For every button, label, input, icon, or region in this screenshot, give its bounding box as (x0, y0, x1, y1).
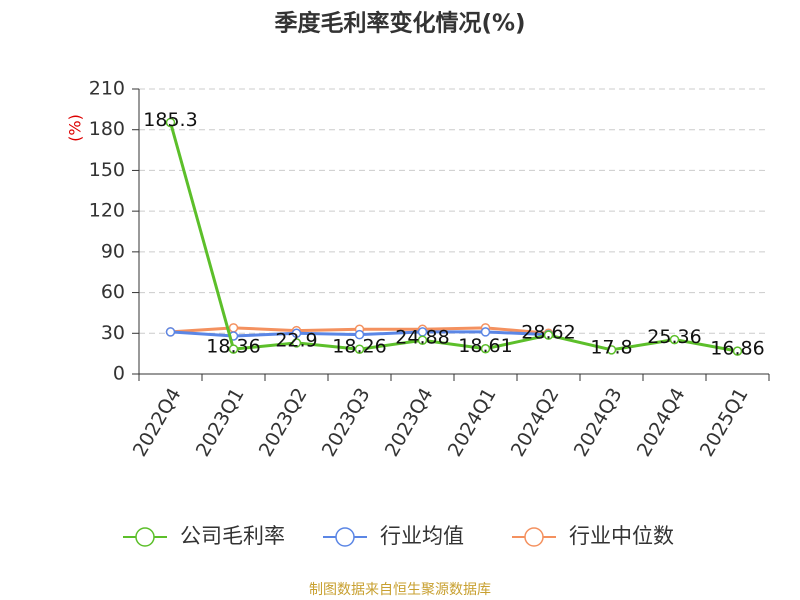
x-tick-label: 2023Q1 (192, 384, 249, 460)
point (606, 345, 617, 355)
legend-marker (135, 527, 155, 547)
x-tick-label: 2023Q3 (318, 384, 375, 460)
legend-label: 行业均值 (380, 524, 464, 548)
x-tick-label: 2024Q4 (633, 384, 690, 460)
data-label: 18.61 (458, 335, 512, 357)
point (480, 327, 491, 337)
point (417, 335, 428, 345)
data-label: 18.26 (332, 336, 386, 358)
y-tick-label: 150 (89, 159, 125, 181)
point (165, 327, 176, 337)
data-label: 25.36 (647, 326, 701, 348)
data-label: 185.3 (143, 109, 197, 131)
point (354, 329, 365, 340)
x-tick-label: 2023Q2 (255, 384, 312, 460)
x-tick-label: 2022Q4 (129, 384, 186, 460)
x-tick-label: 2025Q1 (696, 384, 753, 460)
legend-marker (335, 527, 355, 547)
legend-label: 行业中位数 (569, 524, 674, 548)
y-tick-label: 180 (89, 118, 125, 140)
point (291, 338, 302, 348)
series-line (169, 122, 738, 353)
x-tick-label: 2023Q4 (381, 384, 438, 460)
data-label: 24.88 (395, 327, 449, 349)
x-tick-label: 2024Q1 (444, 384, 501, 460)
x-tick-label: 2024Q3 (570, 384, 627, 460)
point (354, 344, 365, 354)
chart-title: 季度毛利率变化情况(%) (274, 10, 525, 37)
data-label: 17.8 (590, 336, 632, 358)
point (228, 323, 239, 333)
point (732, 346, 743, 356)
data-label: 22.9 (275, 329, 317, 351)
y-tick-label: 90 (101, 240, 125, 262)
legend-marker (524, 527, 544, 547)
y-tick-label: 210 (89, 78, 125, 100)
legend-label: 公司毛利率 (180, 524, 285, 548)
point (669, 334, 680, 345)
y-axis-label: (%) (66, 114, 85, 142)
data-label: 18.36 (206, 336, 260, 358)
point (543, 330, 554, 340)
point (291, 328, 302, 339)
y-tick-label: 60 (101, 281, 125, 303)
y-tick-label: 120 (89, 200, 125, 222)
point (480, 343, 491, 354)
data-label: 28.62 (521, 322, 575, 344)
point (165, 117, 176, 128)
source: 制图数据来自恒生聚源数据库 (309, 582, 491, 598)
x-tick-label: 2024Q2 (507, 384, 564, 460)
y-tick-label: 0 (113, 363, 125, 385)
data-label: 16.86 (710, 338, 764, 360)
y-tick-label: 30 (101, 322, 125, 344)
point (228, 344, 239, 354)
